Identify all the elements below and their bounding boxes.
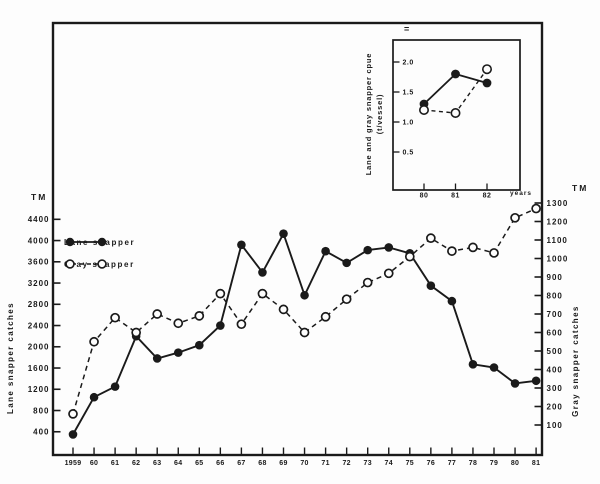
inset-y-axis-title-line2: (t/vessel): [375, 93, 384, 135]
inset-x-axis-unit-label: years: [510, 190, 532, 197]
svg-text:1.0: 1.0: [403, 120, 414, 127]
svg-text:74: 74: [385, 460, 393, 467]
svg-text:75: 75: [406, 460, 414, 467]
right-axis-title: Gray snapper catches: [571, 305, 580, 417]
svg-text:4000: 4000: [28, 236, 50, 245]
inset-y-axis-title: Lane and gray snapper cpue (t/vessel): [363, 39, 385, 189]
inset-figure-mark: =: [404, 24, 410, 34]
svg-text:72: 72: [342, 460, 350, 467]
right-axis-unit-label: TM: [572, 183, 589, 193]
svg-text:79: 79: [490, 460, 498, 467]
svg-text:200: 200: [547, 402, 563, 411]
svg-text:3200: 3200: [28, 279, 50, 288]
svg-text:400: 400: [547, 365, 563, 374]
svg-text:70: 70: [300, 460, 308, 467]
svg-text:2400: 2400: [28, 321, 50, 330]
svg-text:81: 81: [532, 460, 540, 467]
svg-text:400: 400: [33, 428, 49, 437]
svg-text:66: 66: [216, 460, 224, 467]
svg-text:76: 76: [427, 460, 435, 467]
svg-text:0.5: 0.5: [403, 150, 414, 157]
svg-text:77: 77: [448, 460, 456, 467]
svg-text:100: 100: [547, 421, 563, 430]
svg-text:69: 69: [279, 460, 287, 467]
svg-text:2.0: 2.0: [403, 60, 414, 67]
svg-text:61: 61: [111, 460, 119, 467]
svg-text:3600: 3600: [28, 258, 50, 267]
svg-text:2800: 2800: [28, 300, 50, 309]
inset-y-axis-title-line1: Lane and gray snapper cpue: [364, 52, 373, 176]
svg-text:64: 64: [174, 460, 182, 467]
svg-text:300: 300: [547, 384, 563, 393]
svg-text:1200: 1200: [28, 385, 50, 394]
svg-text:81: 81: [451, 193, 460, 200]
svg-text:80: 80: [420, 193, 429, 200]
svg-text:78: 78: [469, 460, 477, 467]
svg-text:600: 600: [547, 328, 563, 337]
svg-text:62: 62: [132, 460, 140, 467]
svg-text:800: 800: [547, 291, 563, 300]
legend-item-gray-snapper: Gray snapper: [64, 258, 135, 270]
lane-series-marker-icon: [65, 237, 107, 247]
svg-text:1100: 1100: [547, 236, 568, 245]
svg-text:1300: 1300: [547, 199, 569, 208]
legend-item-lane-snapper: Lane snapper: [64, 236, 135, 248]
svg-text:2000: 2000: [28, 343, 50, 352]
svg-text:73: 73: [364, 460, 372, 467]
left-axis-title: Lane snapper catches: [6, 301, 15, 415]
svg-text:800: 800: [33, 406, 49, 415]
svg-text:65: 65: [195, 460, 203, 467]
gray-series-marker-icon: [65, 259, 107, 269]
svg-text:60: 60: [90, 460, 98, 467]
svg-text:1600: 1600: [28, 364, 50, 373]
svg-text:82: 82: [483, 193, 492, 200]
svg-text:63: 63: [153, 460, 161, 467]
left-axis-unit-label: TM: [31, 192, 48, 202]
svg-text:67: 67: [237, 460, 245, 467]
svg-text:71: 71: [321, 460, 329, 467]
svg-text:1959: 1959: [65, 460, 82, 467]
svg-text:80: 80: [511, 460, 519, 467]
svg-text:700: 700: [547, 310, 563, 319]
svg-text:500: 500: [547, 347, 563, 356]
svg-text:1200: 1200: [547, 217, 569, 226]
svg-text:900: 900: [547, 273, 563, 282]
svg-text:4400: 4400: [28, 215, 50, 224]
svg-text:1000: 1000: [547, 254, 569, 263]
svg-text:1.5: 1.5: [403, 90, 414, 97]
svg-text:68: 68: [258, 460, 266, 467]
